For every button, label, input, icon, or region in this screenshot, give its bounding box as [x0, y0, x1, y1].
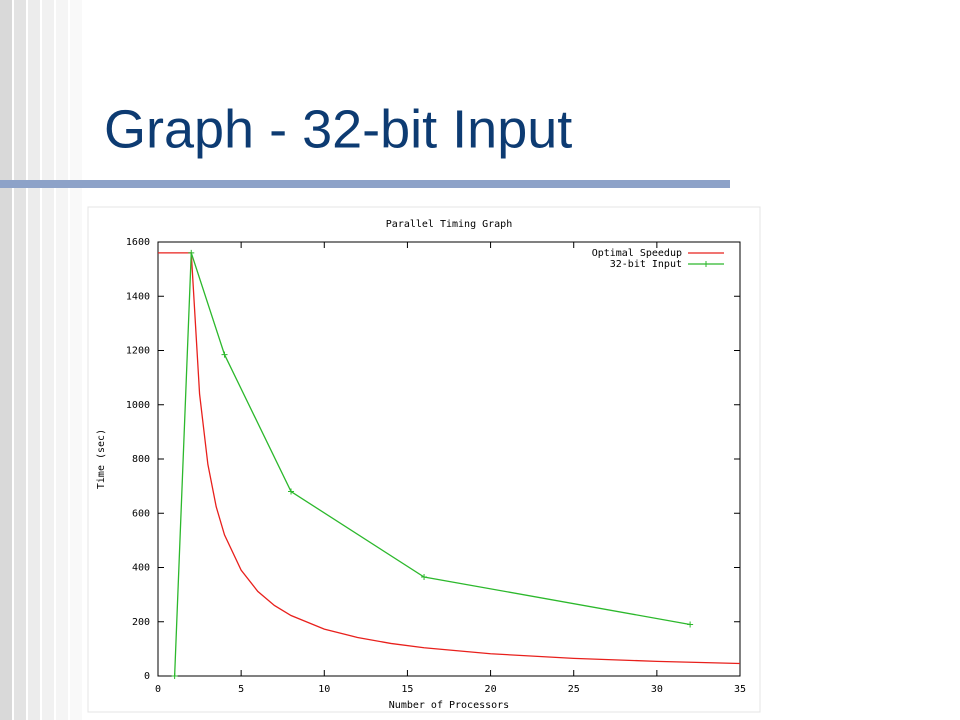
- x-tick-label: 35: [734, 684, 746, 695]
- x-tick-label: 30: [651, 684, 663, 695]
- y-tick-label: 200: [132, 617, 150, 628]
- point-marker: [171, 673, 178, 679]
- chart-frame: [87, 206, 761, 713]
- x-tick-label: 5: [238, 684, 244, 695]
- x-tick-label: 0: [155, 684, 161, 695]
- x-tick-label: 25: [568, 684, 580, 695]
- y-tick-label: 800: [132, 454, 150, 465]
- series-line: [158, 252, 741, 665]
- x-tick-label: 15: [401, 684, 413, 695]
- x-tick-label: 20: [485, 684, 497, 695]
- point-marker: [188, 249, 195, 256]
- y-tick-label: 1600: [126, 237, 150, 248]
- title-rule: [0, 180, 730, 188]
- legend-label: 32-bit Input: [610, 259, 682, 270]
- point-marker: [288, 488, 295, 495]
- slide-title: Graph - 32-bit Input: [104, 99, 572, 159]
- x-axis-label: Number of Processors: [389, 700, 509, 711]
- chart-title: Parallel Timing Graph: [386, 219, 512, 230]
- x-tick-label: 10: [318, 684, 330, 695]
- y-tick-label: 400: [132, 563, 150, 574]
- y-tick-label: 1400: [126, 291, 150, 302]
- point-marker: [687, 621, 694, 628]
- y-tick-label: 1000: [126, 400, 150, 411]
- series-line: [173, 252, 691, 677]
- point-marker: [421, 573, 428, 580]
- stripes: [0, 0, 82, 720]
- legend-marker: [703, 261, 709, 267]
- y-axis-label: Time (sec): [96, 429, 107, 489]
- y-tick-label: 1200: [126, 346, 150, 357]
- y-tick-label: 0: [144, 671, 150, 682]
- y-tick-label: 600: [132, 508, 150, 519]
- point-marker: [221, 351, 228, 358]
- legend-label: Optimal Speedup: [592, 248, 682, 259]
